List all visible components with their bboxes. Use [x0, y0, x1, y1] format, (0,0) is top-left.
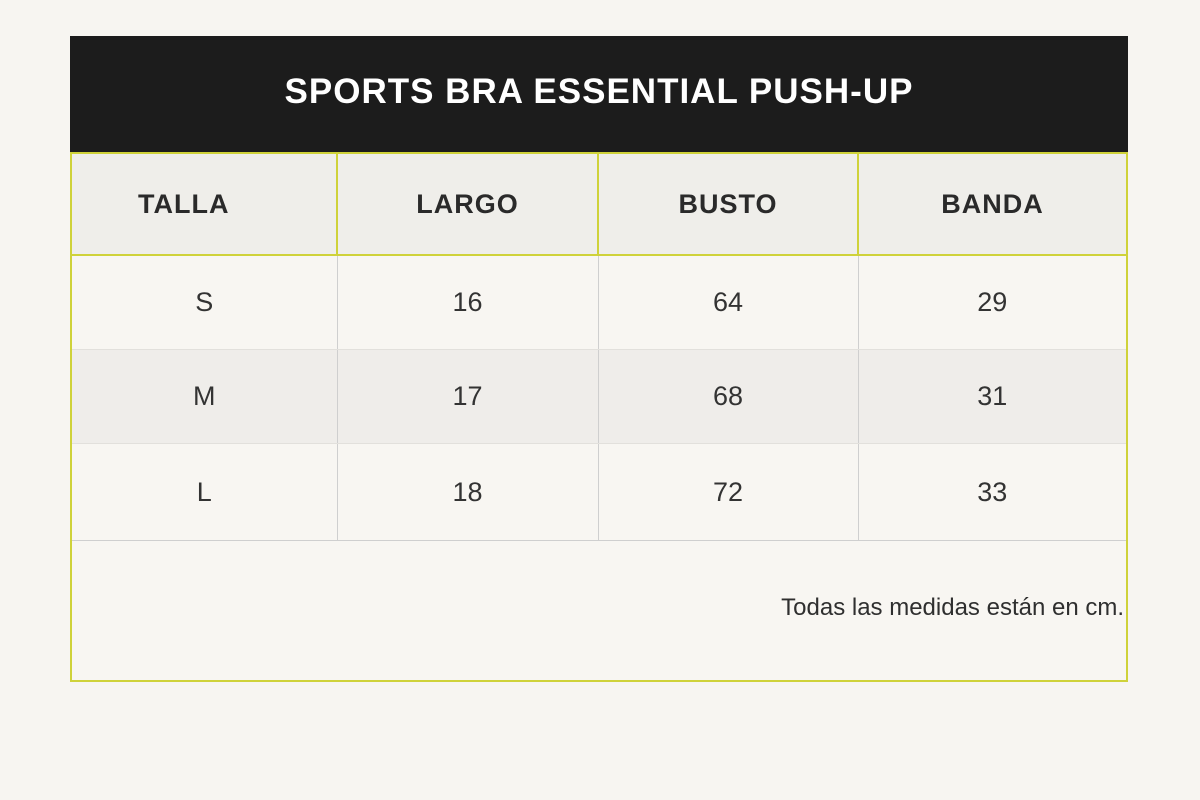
- page-title: SPORTS BRA ESSENTIAL PUSH-UP: [284, 72, 914, 111]
- table-cell: 33: [857, 443, 1126, 541]
- table-cell: 29: [857, 255, 1126, 350]
- table-cell: 72: [597, 443, 858, 541]
- column-header-banda: BANDA: [857, 154, 1126, 256]
- size-table: TALLA LARGO BUSTO BANDA S 16 64 29 M 17 …: [72, 154, 1126, 541]
- table-cell: 17: [336, 349, 598, 444]
- table-cell: L: [72, 443, 337, 541]
- table-cell: S: [72, 255, 337, 350]
- table-header-row: TALLA LARGO BUSTO BANDA: [72, 154, 1126, 256]
- column-header-talla: TALLA: [72, 154, 337, 256]
- title-bar: SPORTS BRA ESSENTIAL PUSH-UP: [70, 36, 1128, 152]
- table-row: L 18 72 33: [72, 443, 1126, 541]
- column-header-largo: LARGO: [336, 154, 598, 256]
- measurement-note: Todas las medidas están en cm.: [781, 594, 1124, 621]
- table-cell: 64: [597, 255, 858, 350]
- size-chart-card: SPORTS BRA ESSENTIAL PUSH-UP TALLA LARGO…: [70, 36, 1128, 682]
- table-cell: 31: [857, 349, 1126, 444]
- column-header-busto: BUSTO: [597, 154, 858, 256]
- table-cell: 16: [336, 255, 598, 350]
- size-table-frame: TALLA LARGO BUSTO BANDA S 16 64 29 M 17 …: [70, 152, 1128, 682]
- table-cell: 18: [336, 443, 598, 541]
- table-row: S 16 64 29: [72, 255, 1126, 350]
- table-cell: M: [72, 349, 337, 444]
- table-row: M 17 68 31: [72, 349, 1126, 444]
- table-cell: 68: [597, 349, 858, 444]
